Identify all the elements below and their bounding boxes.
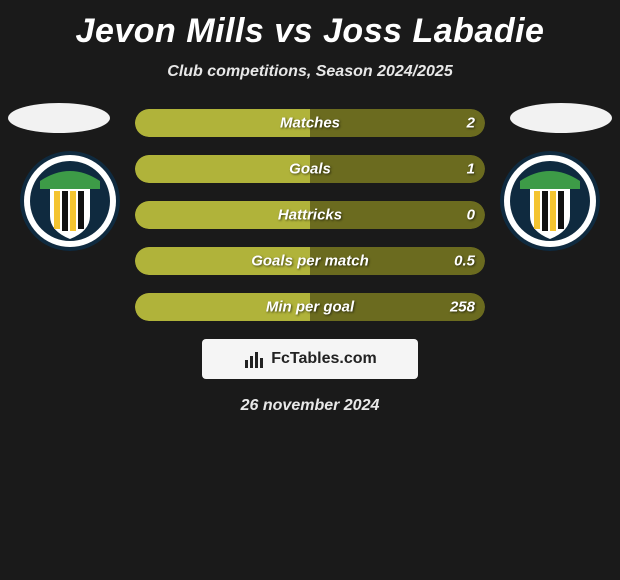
stat-row-fill xyxy=(135,155,310,183)
stat-row: Hattricks 0 xyxy=(135,201,485,229)
comparison-panel: Matches 2 Goals 1 Hattricks 0 Goals per match 0… xyxy=(0,109,620,415)
stat-label: Goals xyxy=(289,161,331,178)
stat-rows: Matches 2 Goals 1 Hattricks 0 Goals per match 0… xyxy=(135,109,485,321)
club-crest-icon xyxy=(20,151,120,251)
page-title: Jevon Mills vs Joss Labadie xyxy=(0,0,620,51)
stat-value-right: 1 xyxy=(467,161,475,178)
stat-value-right: 258 xyxy=(450,299,475,316)
bar-chart-icon xyxy=(243,348,265,370)
stat-label: Goals per match xyxy=(251,253,369,270)
club-badge-left xyxy=(20,151,120,251)
brand-box: FcTables.com xyxy=(202,339,418,379)
stat-row: Matches 2 xyxy=(135,109,485,137)
club-badge-right xyxy=(500,151,600,251)
stat-value-right: 2 xyxy=(467,115,475,132)
stat-value-right: 0.5 xyxy=(454,253,475,270)
stat-row: Goals 1 xyxy=(135,155,485,183)
brand-text: FcTables.com xyxy=(271,350,377,368)
stat-label: Matches xyxy=(280,115,340,132)
club-crest-icon xyxy=(500,151,600,251)
stat-row: Goals per match 0.5 xyxy=(135,247,485,275)
date-text: 26 november 2024 xyxy=(0,397,620,415)
stat-row: Min per goal 258 xyxy=(135,293,485,321)
player-left-badge-top xyxy=(8,103,110,133)
stat-value-right: 0 xyxy=(467,207,475,224)
stat-label: Min per goal xyxy=(266,299,354,316)
stat-label: Hattricks xyxy=(278,207,342,224)
subtitle: Club competitions, Season 2024/2025 xyxy=(0,63,620,81)
player-right-badge-top xyxy=(510,103,612,133)
